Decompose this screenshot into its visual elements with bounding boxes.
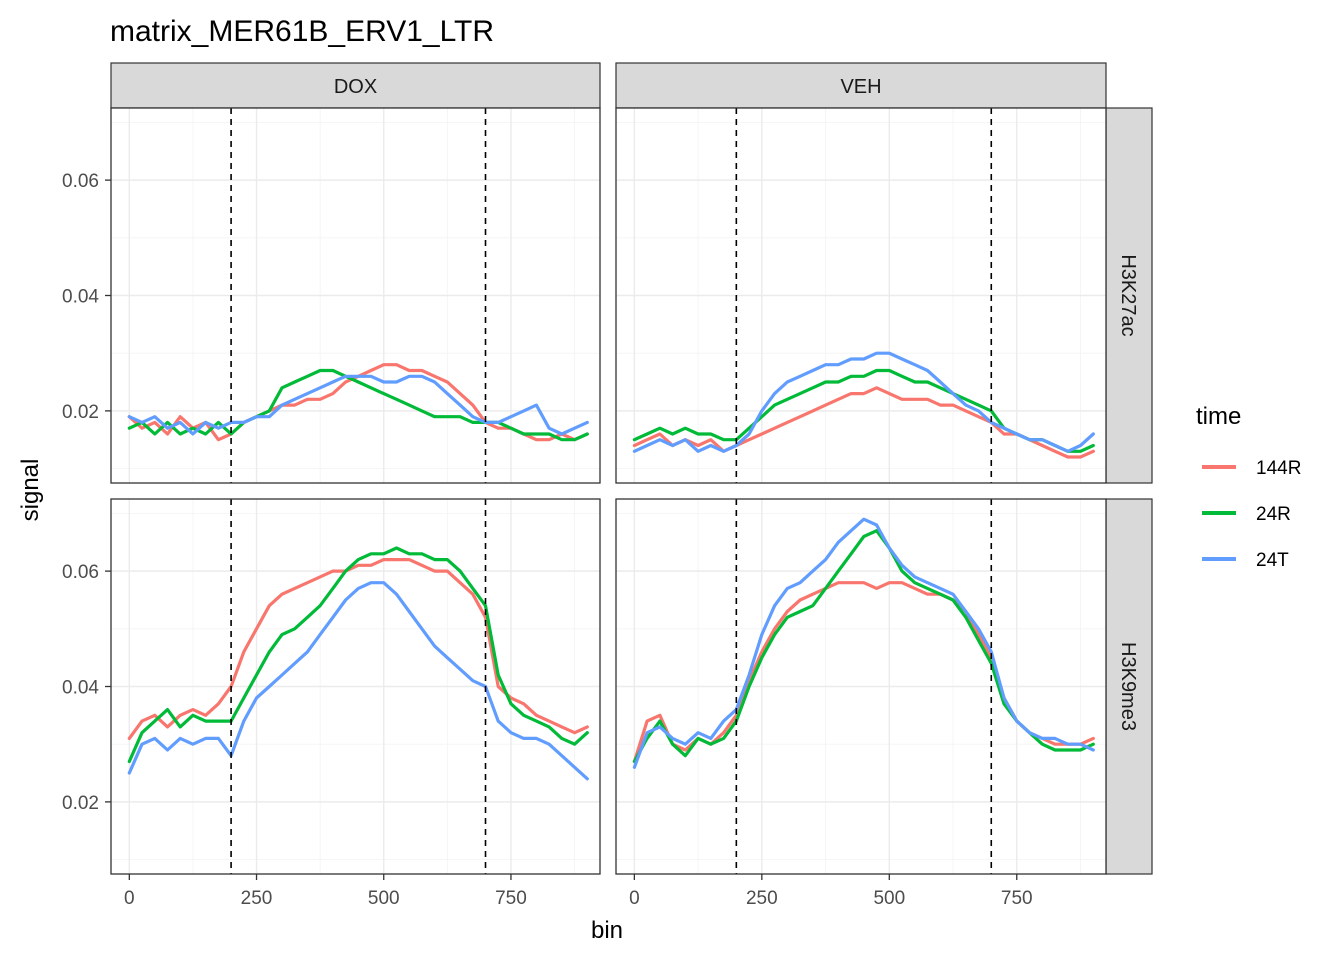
panel-dox-h3k9me3	[110, 498, 601, 875]
strip-col-dox	[110, 62, 601, 109]
series-line-24r	[127, 546, 589, 764]
series-line-24r	[127, 368, 589, 442]
y-tick-label: 0.04	[62, 287, 99, 308]
legend-label-144r: 144R	[1256, 458, 1301, 479]
legend-label-24t: 24T	[1256, 550, 1289, 571]
panel-veh-h3k27ac	[615, 107, 1107, 484]
series-line-144r	[127, 557, 589, 741]
panel-border	[615, 498, 1107, 875]
x-tick-label: 750	[495, 888, 527, 909]
strip-col-label: DOX	[334, 76, 377, 98]
y-tick-label: 0.02	[62, 402, 99, 423]
strip-row-label: H3K9me3	[1117, 642, 1139, 731]
panel-border	[615, 107, 1107, 484]
chart-title: matrix_MER61B_ERV1_LTR	[110, 15, 494, 48]
x-tick-label: 0	[629, 888, 640, 909]
strip-row-h3k27ac	[1105, 107, 1153, 484]
legend: time 144R 24R 24T	[1196, 403, 1301, 571]
x-tick-label: 750	[1001, 888, 1033, 909]
x-tick-label: 250	[746, 888, 778, 909]
series-line-24t	[127, 374, 589, 436]
series-line-24t	[127, 581, 589, 781]
strip-row-h3k9me3	[1105, 498, 1153, 875]
y-tick-label: 0.02	[62, 793, 99, 814]
x-tick-label: 0	[124, 888, 135, 909]
y-tick-label: 0.06	[62, 562, 99, 583]
strip-row-label: H3K27ac	[1117, 254, 1139, 336]
series-line-24t	[632, 351, 1095, 453]
x-tick-label: 500	[873, 888, 905, 909]
strip-col-label: VEH	[840, 76, 881, 98]
panel-veh-h3k9me3	[615, 498, 1107, 875]
y-tick-label: 0.06	[62, 171, 99, 192]
series-line-24t	[632, 517, 1095, 769]
y-tick-label: 0.04	[62, 678, 99, 699]
x-axis-title: bin	[591, 917, 623, 944]
legend-label-24r: 24R	[1256, 504, 1291, 525]
legend-title: time	[1196, 403, 1241, 430]
strip-col-veh	[615, 62, 1107, 109]
x-tick-label: 250	[241, 888, 273, 909]
x-tick-label: 500	[368, 888, 400, 909]
panel-dox-h3k27ac	[110, 107, 601, 484]
plot-area: DOX VEH H3K27ac H3K9me3 0.02 0.04 0.06 0.02 0.04…	[62, 62, 1153, 909]
y-axis-title: signal	[17, 459, 44, 522]
